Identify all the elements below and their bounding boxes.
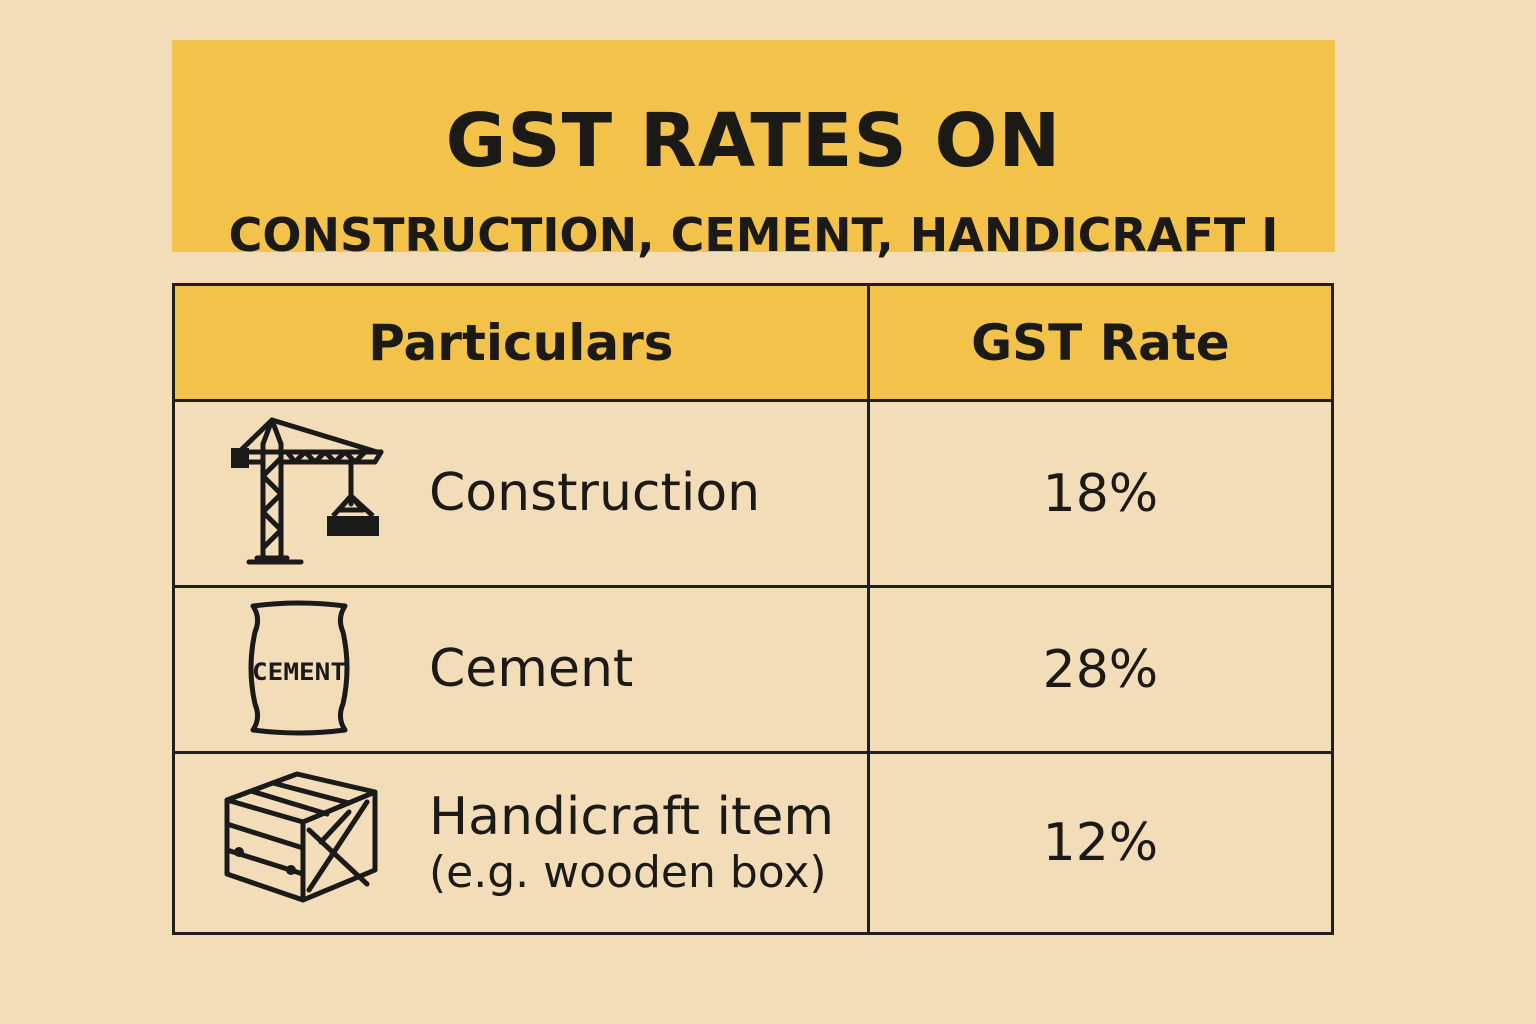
- banner-subtitle: CONSTRUCTION, CEMENT, HANDICRAFT I: [228, 208, 1279, 262]
- particulars-label: Construction: [429, 462, 761, 524]
- rate-cell: 12%: [866, 751, 1335, 935]
- header-gst-rate: GST Rate: [866, 283, 1335, 402]
- gst-rates-table: Particulars GST Rate: [172, 283, 1335, 935]
- crane-weights-icon: [227, 416, 387, 572]
- table-row: CEMENT Cement 28%: [172, 585, 1335, 754]
- particulars-cell: CEMENT Cement: [172, 585, 870, 754]
- particulars-label: Handicraft item (e.g. wooden box): [429, 786, 835, 898]
- item-example: (e.g. wooden box): [429, 846, 827, 898]
- rate-cell: 28%: [866, 585, 1335, 754]
- banner-title: GST RATES ON: [445, 98, 1062, 184]
- table-header-row: Particulars GST Rate: [172, 283, 1335, 402]
- header-particulars: Particulars: [172, 283, 870, 402]
- title-banner: GST RATES ON CONSTRUCTION, CEMENT, HANDI…: [172, 40, 1335, 258]
- item-name: Handicraft item: [429, 786, 835, 847]
- particulars-cell: Construction: [172, 399, 870, 588]
- rate-cell: 18%: [866, 399, 1335, 588]
- particulars-cell: Handicraft item (e.g. wooden box): [172, 751, 870, 935]
- item-name: Cement: [429, 638, 634, 699]
- item-name: Construction: [429, 462, 761, 523]
- cement-bag-text: CEMENT: [252, 658, 346, 686]
- table-row: Handicraft item (e.g. wooden box) 12%: [172, 751, 1335, 935]
- table-row: Construction 18%: [172, 399, 1335, 588]
- cement-bag-icon: CEMENT: [239, 598, 359, 742]
- wooden-box-icon: [221, 766, 381, 920]
- particulars-label: Cement: [429, 638, 634, 700]
